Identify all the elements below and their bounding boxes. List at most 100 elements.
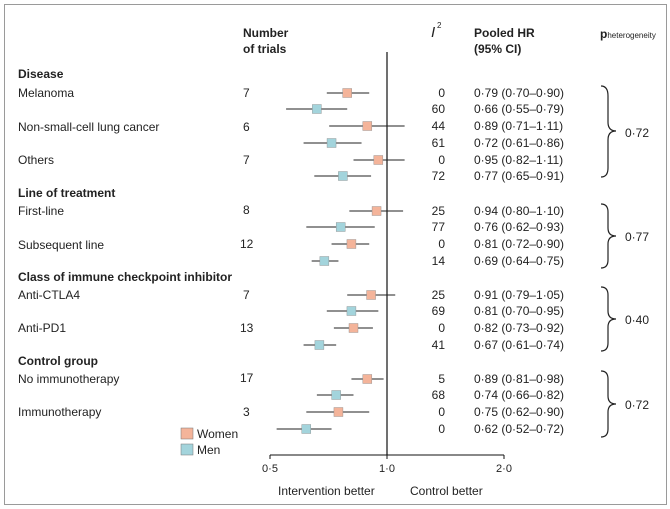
header-trials-line2: of trials <box>243 42 287 56</box>
pooled-hr-value: 0·89 (0·81–0·98) <box>474 372 564 386</box>
subgroup-label: Anti-PD1 <box>18 321 67 335</box>
header-hr-line2: (95% CI) <box>474 42 522 56</box>
pooled-hr-value: 0·72 (0·61–0·86) <box>474 136 564 150</box>
group-title-inhibitor-class: Class of immune checkpoint inhibitor <box>18 270 233 284</box>
hr-marker-women <box>333 407 344 417</box>
hr-marker-women <box>346 239 357 249</box>
subgroup-label: No immunotherapy <box>18 372 120 386</box>
subgroup-label: Non-small-cell lung cancer <box>18 120 160 134</box>
hr-marker-women <box>366 290 376 300</box>
i2-value: 14 <box>432 254 446 268</box>
subgroup-label: Others <box>18 153 55 167</box>
i2-value: 25 <box>432 288 446 302</box>
hr-marker-men <box>301 424 312 434</box>
trial-count: 7 <box>243 288 250 302</box>
hr-marker-women <box>371 206 382 216</box>
pooled-hr-value: 0·94 (0·80–1·10) <box>474 204 564 218</box>
pooled-hr-value: 0·82 (0·73–0·92) <box>474 321 564 335</box>
hr-marker-men <box>326 138 337 148</box>
subgroup-label: First-line <box>18 204 65 218</box>
group-title-disease: Disease <box>18 67 64 81</box>
legend-swatch-women <box>180 427 194 440</box>
hr-marker-women <box>342 88 352 98</box>
pooled-hr-value: 0·81 (0·72–0·90) <box>474 237 564 251</box>
p-heterogeneity-value: 0·72 <box>625 398 650 412</box>
header-p-main: p <box>600 27 608 41</box>
header-i2-sup: 2 <box>437 21 442 30</box>
hr-marker-men <box>319 256 330 266</box>
hr-marker-men <box>314 340 325 350</box>
i2-value: 0 <box>438 86 445 100</box>
p-heterogeneity-value: 0·40 <box>625 313 650 327</box>
pooled-hr-value: 0·66 (0·55–0·79) <box>474 102 564 116</box>
pooled-hr-value: 0·76 (0·62–0·93) <box>474 220 564 234</box>
pooled-hr-value: 0·69 (0·64–0·75) <box>474 254 564 268</box>
i2-value: 61 <box>432 136 446 150</box>
pooled-hr-value: 0·67 (0·61–0·74) <box>474 338 564 352</box>
hr-marker-women <box>362 374 373 384</box>
i2-value: 77 <box>432 220 446 234</box>
hr-marker-men <box>335 222 346 232</box>
pooled-hr-value: 0·75 (0·62–0·90) <box>474 405 564 419</box>
bracket-line-of-treatment <box>600 203 617 269</box>
hr-marker-women <box>373 155 384 165</box>
i2-value: 0 <box>438 321 445 335</box>
legend-label-men: Men <box>197 443 221 457</box>
i2-value: 68 <box>432 388 446 402</box>
trial-count: 17 <box>240 371 254 385</box>
i2-value: 72 <box>432 169 446 183</box>
i2-value: 0 <box>438 405 445 419</box>
pooled-hr-value: 0·91 (0·79–1·05) <box>474 288 564 302</box>
legend-label-women: Women <box>197 427 239 441</box>
pooled-hr-value: 0·95 (0·82–1·11) <box>474 153 563 167</box>
trial-count: 12 <box>240 237 254 251</box>
trial-count: 8 <box>243 203 250 217</box>
pooled-hr-value: 0·74 (0·66–0·82) <box>474 388 564 402</box>
header-hr-line1: Pooled HR <box>474 26 535 40</box>
group-title-control-group: Control group <box>18 354 98 368</box>
pooled-hr-value: 0·77 (0·65–0·91) <box>474 169 564 183</box>
x-tick-label: 2·0 <box>496 463 512 475</box>
header-p-sub: heterogeneity <box>607 31 656 40</box>
pooled-hr-value: 0·81 (0·70–0·95) <box>474 304 564 318</box>
hr-marker-women <box>362 121 373 131</box>
i2-value: 0 <box>438 153 445 167</box>
hr-marker-men <box>346 306 357 316</box>
i2-value: 69 <box>432 304 446 318</box>
xlabel-intervention-better: Intervention better <box>278 484 375 498</box>
hr-marker-women <box>348 323 359 333</box>
i2-value: 0 <box>438 237 445 251</box>
i2-value: 0 <box>438 422 445 436</box>
i2-value: 25 <box>432 204 446 218</box>
p-heterogeneity-value: 0·72 <box>625 126 650 140</box>
bracket-disease <box>600 85 617 178</box>
x-tick-label: 0·5 <box>262 463 278 475</box>
header-i2: I <box>431 24 436 41</box>
pooled-hr-value: 0·79 (0·70–0·90) <box>474 86 564 100</box>
i2-value: 60 <box>432 102 446 116</box>
bracket-control-group <box>600 370 617 438</box>
trial-count: 6 <box>243 120 250 134</box>
pooled-hr-value: 0·89 (0·71–1·11) <box>474 119 563 133</box>
trial-count: 7 <box>243 86 250 100</box>
hr-marker-men <box>338 171 348 181</box>
i2-value: 41 <box>432 338 446 352</box>
x-tick-label: 1·0 <box>379 463 395 475</box>
bracket-inhibitor-class <box>600 286 617 352</box>
legend-swatch-men <box>180 443 194 456</box>
trial-count: 7 <box>243 153 250 167</box>
subgroup-label: Immunotherapy <box>18 405 102 419</box>
i2-value: 5 <box>438 372 445 386</box>
header-p-heterogeneity: pheterogeneity <box>600 27 656 43</box>
trial-count: 13 <box>240 321 254 335</box>
subgroup-label: Subsequent line <box>18 238 105 252</box>
subgroup-label: Anti-CTLA4 <box>18 288 81 302</box>
xlabel-control-better: Control better <box>410 484 483 498</box>
p-heterogeneity-value: 0·77 <box>625 230 650 244</box>
group-title-line-of-treatment: Line of treatment <box>18 186 116 200</box>
pooled-hr-value: 0·62 (0·52–0·72) <box>474 422 564 436</box>
header-trials-line1: Number <box>243 26 289 40</box>
hr-marker-men <box>312 104 322 114</box>
subgroup-label: Melanoma <box>18 86 75 100</box>
